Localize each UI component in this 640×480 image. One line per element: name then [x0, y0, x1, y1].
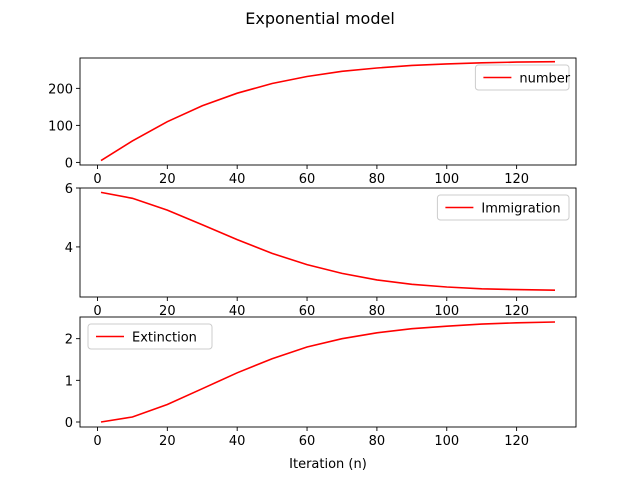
- series-line-number: [100, 60, 556, 162]
- series-line-extinction: [100, 321, 556, 423]
- x-tick-label: 40: [229, 304, 246, 319]
- axes-frame: [79, 316, 577, 428]
- legend-label: Immigration: [481, 202, 560, 217]
- figure-title: Exponential model: [245, 9, 395, 28]
- x-tick-label: 120: [504, 172, 529, 187]
- legend-label: number: [519, 72, 570, 87]
- subplot-1: 0 20 40 60 80 100 120 0 100 200 number: [48, 57, 577, 187]
- y-tick-label: 2: [65, 333, 73, 348]
- subplot-3: 0 20 40 60 80 100 120 0 1 2 Iteration (n) Extinctio…: [65, 316, 577, 472]
- y-tick-label: 0: [65, 416, 73, 431]
- x-tick-label: 20: [159, 434, 176, 449]
- y-tick-label: 0: [65, 156, 73, 171]
- x-tick-label: 100: [434, 304, 459, 319]
- axes-frame: [79, 187, 577, 298]
- x-tick-label: 120: [504, 304, 529, 319]
- legend-box: [436, 194, 570, 221]
- x-tick-label: 100: [434, 172, 459, 187]
- legend-label: Extinction: [132, 331, 197, 346]
- x-tick-label: 20: [159, 304, 176, 319]
- legend-box: [474, 64, 570, 91]
- legend: number: [474, 64, 571, 91]
- y-tick-label: 100: [48, 119, 73, 134]
- series-line-immigration: [100, 191, 556, 291]
- x-tick-label: 60: [299, 434, 316, 449]
- x-tick-label: 20: [159, 172, 176, 187]
- x-tick-label: 40: [229, 434, 246, 449]
- x-tick-label: 40: [229, 172, 246, 187]
- legend-box: [87, 323, 213, 350]
- x-tick-label: 0: [93, 434, 101, 449]
- legend: Immigration: [436, 194, 570, 221]
- x-tick-label: 100: [434, 434, 459, 449]
- legend: Extinction: [87, 323, 213, 350]
- x-tick-label: 60: [299, 172, 316, 187]
- x-tick-label: 80: [369, 434, 386, 449]
- x-tick-label: 80: [369, 304, 386, 319]
- x-axis-label: Iteration (n): [289, 457, 367, 472]
- y-tick-label: 6: [65, 182, 73, 197]
- x-tick-label: 0: [93, 172, 101, 187]
- x-tick-label: 80: [369, 172, 386, 187]
- x-tick-label: 0: [93, 304, 101, 319]
- y-tick-label: 4: [65, 241, 73, 256]
- x-tick-label: 120: [504, 434, 529, 449]
- y-tick-label: 1: [65, 374, 73, 389]
- y-tick-label: 200: [48, 82, 73, 97]
- subplot-2: 0 20 40 60 80 100 120 4 6 Immigration: [65, 182, 577, 319]
- axes-frame: [79, 57, 577, 166]
- x-tick-label: 60: [299, 304, 316, 319]
